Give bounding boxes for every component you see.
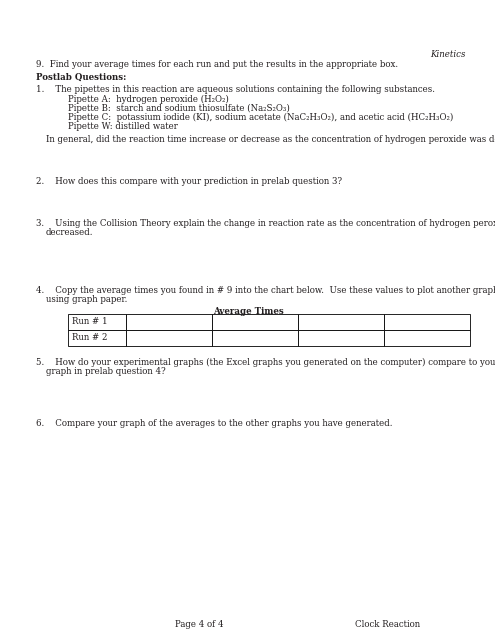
Text: Postlab Questions:: Postlab Questions: [36,73,126,82]
Text: 2.    How does this compare with your prediction in prelab question 3?: 2. How does this compare with your predi… [36,177,342,186]
Bar [384,314,470,330]
Text: Pipette B:  starch and sodium thiosulfate (Na₂S₂O₃): Pipette B: starch and sodium thiosulfate… [68,104,290,113]
Text: Pipette A:  hydrogen peroxide (H₂O₂): Pipette A: hydrogen peroxide (H₂O₂) [68,95,229,104]
Bar [212,330,298,346]
Text: Kinetics: Kinetics [430,50,465,59]
Bar [68,330,126,346]
Bar [212,314,298,330]
Text: Pipette C:  potassium iodide (KI), sodium acetate (NaC₂H₃O₂), and acetic acid (H: Pipette C: potassium iodide (KI), sodium… [68,113,453,122]
Bar [68,314,126,330]
Bar [298,314,384,330]
Bar [298,330,384,346]
Text: Run # 1: Run # 1 [72,317,107,326]
Text: Page 4 of 4: Page 4 of 4 [175,620,224,629]
Text: 6.    Compare your graph of the averages to the other graphs you have generated.: 6. Compare your graph of the averages to… [36,419,393,428]
Text: 4.    Copy the average times you found in # 9 into the chart below.  Use these v: 4. Copy the average times you found in #… [36,286,495,295]
Text: 5.    How do your experimental graphs (the Excel graphs you generated on the com: 5. How do your experimental graphs (the … [36,358,495,367]
Text: decreased.: decreased. [46,228,94,237]
Text: 9.  Find your average times for each run and put the results in the appropriate : 9. Find your average times for each run … [36,60,398,69]
Text: Average Times: Average Times [213,307,283,316]
Text: 3.    Using the Collision Theory explain the change in reaction rate as the conc: 3. Using the Collision Theory explain th… [36,219,495,228]
Bar [126,314,212,330]
Bar [384,330,470,346]
Text: 1.    The pipettes in this reaction are aqueous solutions containing the followi: 1. The pipettes in this reaction are aqu… [36,85,435,94]
Text: graph in prelab question 4?: graph in prelab question 4? [46,367,166,376]
Text: Run # 2: Run # 2 [72,333,107,342]
Text: Pipette W: distilled water: Pipette W: distilled water [68,122,178,131]
Text: Clock Reaction: Clock Reaction [355,620,420,629]
Bar [126,330,212,346]
Text: using graph paper.: using graph paper. [46,295,127,304]
Text: In general, did the reaction time increase or decrease as the concentration of h: In general, did the reaction time increa… [46,135,495,144]
